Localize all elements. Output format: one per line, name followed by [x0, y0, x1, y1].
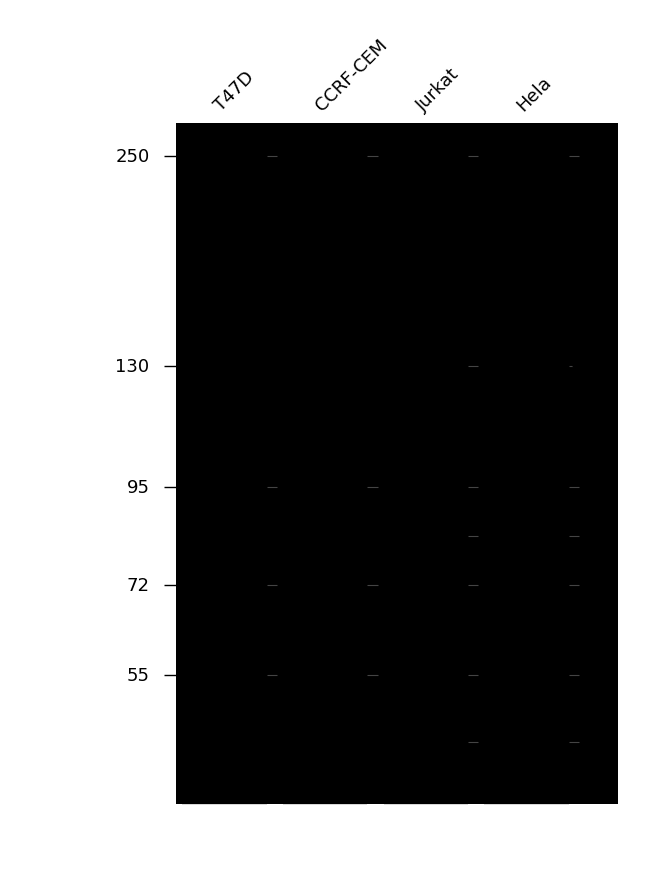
- Text: T47D: T47D: [211, 68, 258, 114]
- Bar: [182, 125, 266, 805]
- Text: 95: 95: [127, 478, 150, 496]
- Text: Hela: Hela: [514, 72, 555, 114]
- Bar: [283, 125, 367, 805]
- Text: Jurkat: Jurkat: [413, 64, 463, 114]
- Text: 250: 250: [115, 148, 150, 165]
- Text: 72: 72: [127, 577, 150, 595]
- Bar: [484, 125, 569, 805]
- Text: 130: 130: [116, 358, 150, 375]
- Polygon shape: [572, 333, 608, 401]
- Text: CCRF-CEM: CCRF-CEM: [312, 36, 391, 114]
- Bar: [384, 125, 468, 805]
- Text: 55: 55: [127, 666, 150, 684]
